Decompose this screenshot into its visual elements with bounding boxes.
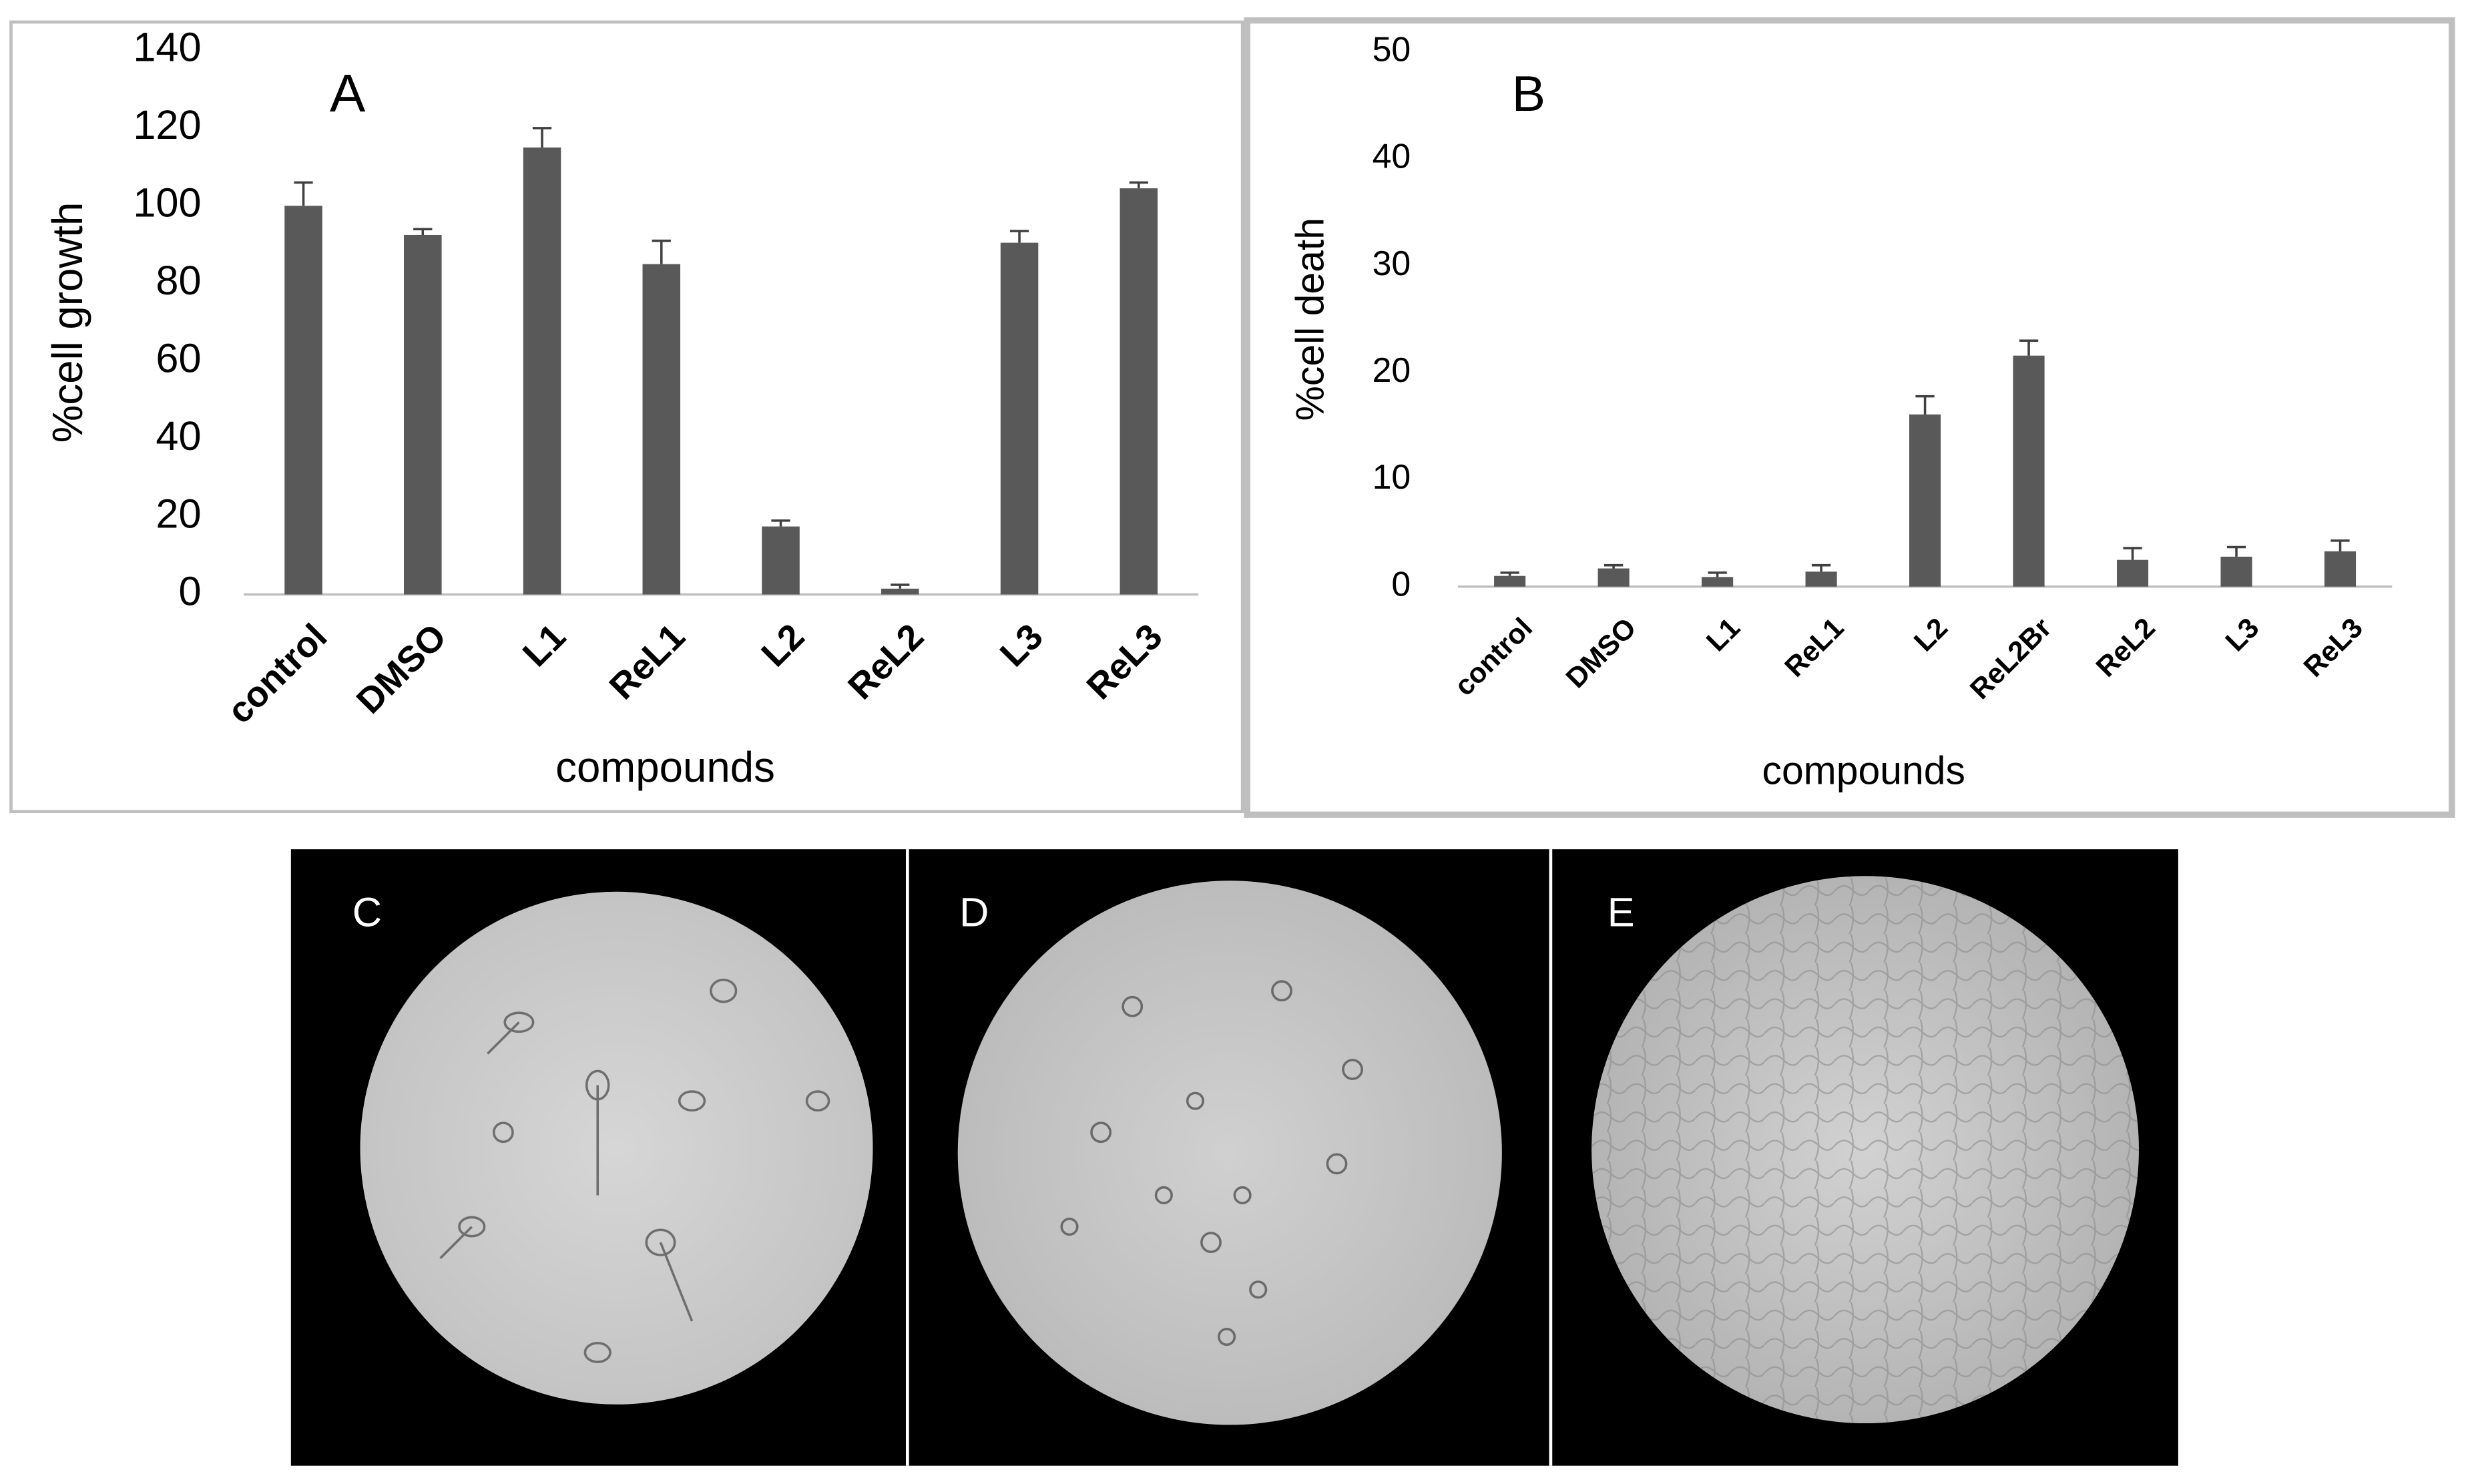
bar <box>1494 575 1526 587</box>
x-axis-label: compounds <box>1762 750 1965 793</box>
error-bar <box>2330 539 2350 551</box>
micrograph-c <box>360 891 873 1405</box>
micrographs: C D E <box>290 849 2178 1466</box>
bar <box>2324 551 2357 587</box>
bar <box>284 206 322 595</box>
panel-label: D <box>959 889 989 935</box>
cells-e <box>1591 876 2139 1424</box>
bar <box>1000 242 1039 595</box>
y-tick-label: 50 <box>1373 29 1411 68</box>
bar <box>1702 577 1734 587</box>
error-bar <box>1915 395 1935 415</box>
y-tick-label: 0 <box>178 569 201 614</box>
bar <box>2013 355 2045 587</box>
y-tick-label: 20 <box>1373 350 1411 389</box>
y-tick-label: 80 <box>156 258 201 303</box>
bar <box>1909 414 1941 587</box>
bar <box>1597 568 1630 587</box>
y-tick-label: 10 <box>1373 457 1411 496</box>
bar <box>404 234 442 595</box>
cells-c <box>439 978 830 1363</box>
panel-b-frame <box>1244 17 2455 818</box>
bar <box>762 526 800 595</box>
error-bar <box>891 583 910 589</box>
micrograph-d <box>957 881 1502 1425</box>
error-bar <box>294 181 313 206</box>
panel-label: A <box>330 63 366 123</box>
y-tick-label: 0 <box>1391 564 1411 603</box>
bar <box>642 264 681 595</box>
y-tick-label: 140 <box>133 25 201 70</box>
y-tick-label: 40 <box>1373 137 1411 176</box>
error-bar <box>1604 563 1624 569</box>
panel-label: B <box>1512 65 1545 121</box>
error-bar <box>1811 563 1831 572</box>
y-tick-label: 40 <box>156 413 201 459</box>
error-bar <box>413 228 433 235</box>
bar <box>523 147 561 595</box>
y-tick-label: 30 <box>1373 244 1411 282</box>
y-axis-label: %cell death <box>1289 218 1332 421</box>
panel-label: C <box>352 889 382 935</box>
error-bar <box>2226 545 2246 557</box>
panel-label: E <box>1608 889 1635 935</box>
y-tick-label: 20 <box>156 491 201 536</box>
error-bar <box>1500 571 1519 576</box>
bar <box>2220 556 2252 587</box>
bar <box>881 588 919 595</box>
y-tick-label: 100 <box>133 180 201 225</box>
y-axis-label: %cell growth <box>44 202 91 443</box>
error-bar <box>532 127 552 148</box>
error-bar <box>1129 181 1148 189</box>
error-bar <box>1009 230 1029 243</box>
bar <box>2116 559 2149 587</box>
cells-d <box>1060 980 1363 1346</box>
error-bar <box>652 239 671 264</box>
error-bar <box>2123 547 2142 560</box>
bar <box>1805 571 1837 587</box>
x-axis-label: compounds <box>555 744 775 791</box>
error-bar <box>1708 571 1727 577</box>
y-tick-label: 120 <box>133 102 201 148</box>
bar <box>1120 188 1158 595</box>
error-bar <box>771 519 790 527</box>
y-tick-label: 60 <box>156 335 201 381</box>
error-bar <box>2019 339 2039 356</box>
